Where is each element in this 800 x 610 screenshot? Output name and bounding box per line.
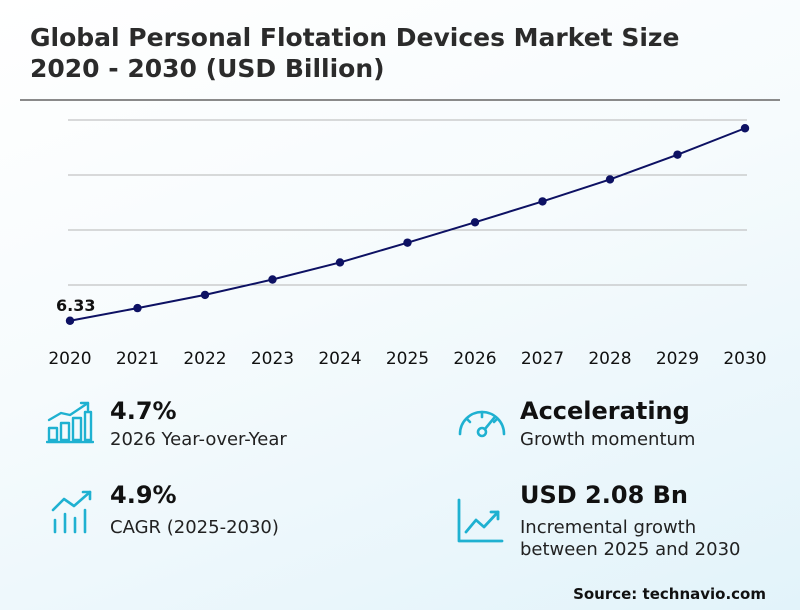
stat-momentum-value: Accelerating [520,397,690,425]
series-line [69,127,746,322]
stat-yoy-desc: 2026 Year-over-Year [110,429,287,450]
title-divider [20,99,780,101]
trend-bars-icon [51,490,92,534]
data-point-2021 [133,303,142,313]
data-point-2023 [268,275,277,284]
stat-momentum-desc: Growth momentum [520,429,696,450]
x-tick-label: 2025 [386,349,429,369]
x-tick-label: 2029 [656,349,699,369]
x-tick-label: 2024 [318,349,361,369]
data-points [65,124,750,325]
x-tick-label: 2022 [183,349,226,369]
stat-incremental-desc: Incremental growth between 2025 and 2030 [520,517,740,561]
x-tick-label: 2028 [588,349,631,369]
data-labels: 6.33 [56,296,95,315]
chart-title: Global Personal Flotation Devices Market… [30,22,780,84]
x-tick-label: 2027 [521,349,564,369]
bar-chart-growth-icon [46,401,94,444]
stat-yoy-value: 4.7% [110,397,177,425]
stat-incremental-desc-line-2: between 2025 and 2030 [520,539,741,560]
data-label-2020: 6.33 [56,296,95,315]
speedometer-icon [458,410,506,438]
x-axis-tick-labels: 2020 2021 2022 2023 2024 2025 2026 2027 2028 2029… [48,349,766,369]
stat-cagr-desc: CAGR (2025-2030) [110,517,279,538]
data-point-2020 [65,316,75,325]
data-point-2028 [605,175,615,184]
data-point-2024 [335,258,345,267]
title-line-1: Global Personal Flotation Devices Market… [30,23,680,52]
series-line-path [69,127,746,322]
x-tick-label: 2020 [48,349,91,369]
data-point-2025 [403,238,412,247]
x-tick-label: 2030 [723,349,766,369]
x-tick-label: 2023 [251,349,294,369]
x-tick-label: 2026 [453,349,496,369]
data-point-2026 [470,218,480,227]
data-point-2029 [673,150,682,159]
gridlines [68,119,747,286]
x-tick-label: 2021 [116,349,159,369]
title-line-2: 2020 - 2030 (USD Billion) [30,54,385,83]
market-size-line-chart: 2020 2021 2022 2023 2024 2025 2026 2027 2028 2029… [48,119,767,369]
stat-incremental-desc-line-1: Incremental growth [520,517,697,538]
line-chart-icon [457,498,504,543]
data-point-2022 [200,290,210,300]
source-credit: Source: technavio.com [573,585,766,603]
data-point-2027 [538,197,547,206]
data-point-2030 [740,124,750,133]
stat-cagr-value: 4.9% [110,481,177,509]
stat-incremental-value: USD 2.08 Bn [520,481,688,509]
